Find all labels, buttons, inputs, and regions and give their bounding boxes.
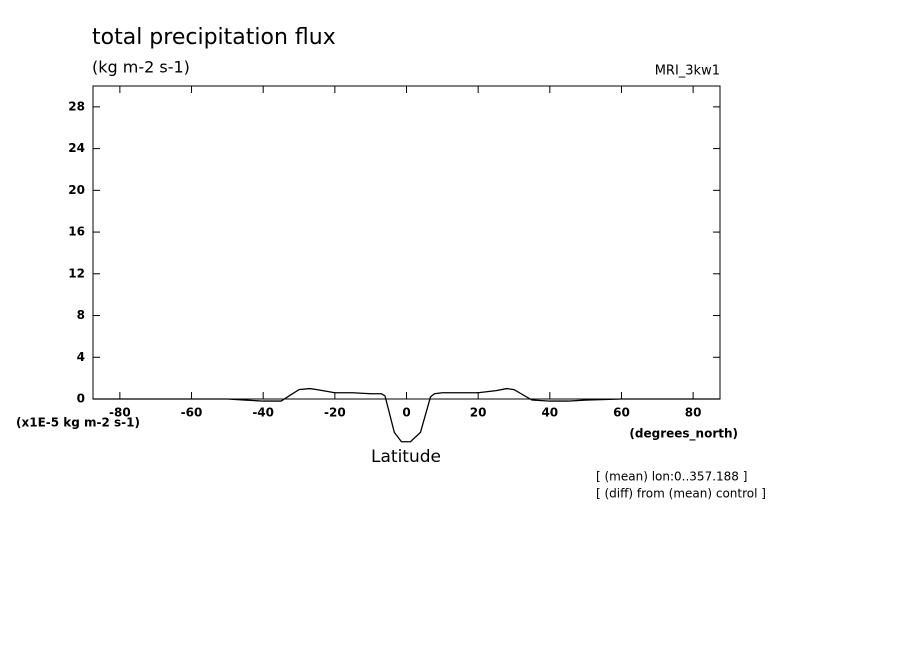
dataset-label: MRI_3kw1	[655, 64, 720, 79]
y-tick-label: 8	[77, 308, 85, 322]
y-tick-label: 20	[68, 183, 85, 197]
annotation: [ (diff) from (mean) control ]	[596, 487, 766, 501]
x-axis-label: Latitude	[371, 447, 441, 467]
y-tick-label: 12	[68, 266, 85, 280]
x-tick-label: 20	[470, 406, 487, 420]
x-tick-label: 80	[685, 406, 702, 420]
y-tick-label: 24	[68, 141, 85, 155]
y-tick-label: 0	[77, 392, 85, 406]
y-tick-label: 4	[77, 350, 85, 364]
x-tick-label: 0	[402, 406, 410, 420]
chart-subtitle: (kg m-2 s-1)	[92, 58, 190, 77]
x-tick-label: -60	[181, 406, 203, 420]
plot-frame	[92, 85, 721, 400]
x-tick-label: 40	[541, 406, 558, 420]
x-tick-label: -40	[252, 406, 274, 420]
x-tick-label: -20	[324, 406, 346, 420]
y-tick-label: 28	[68, 99, 85, 113]
data-line	[93, 387, 720, 443]
y-axis-label: (x1E-5 kg m-2 s-1)	[16, 416, 140, 430]
y-tick-label: 16	[68, 225, 85, 239]
x-tick-label: -80	[109, 406, 131, 420]
chart-title: total precipitation flux	[92, 25, 336, 50]
annotation: [ (mean) lon:0..357.188 ]	[596, 470, 747, 484]
x-units: (degrees_north)	[629, 427, 738, 442]
x-tick-label: 60	[613, 406, 630, 420]
